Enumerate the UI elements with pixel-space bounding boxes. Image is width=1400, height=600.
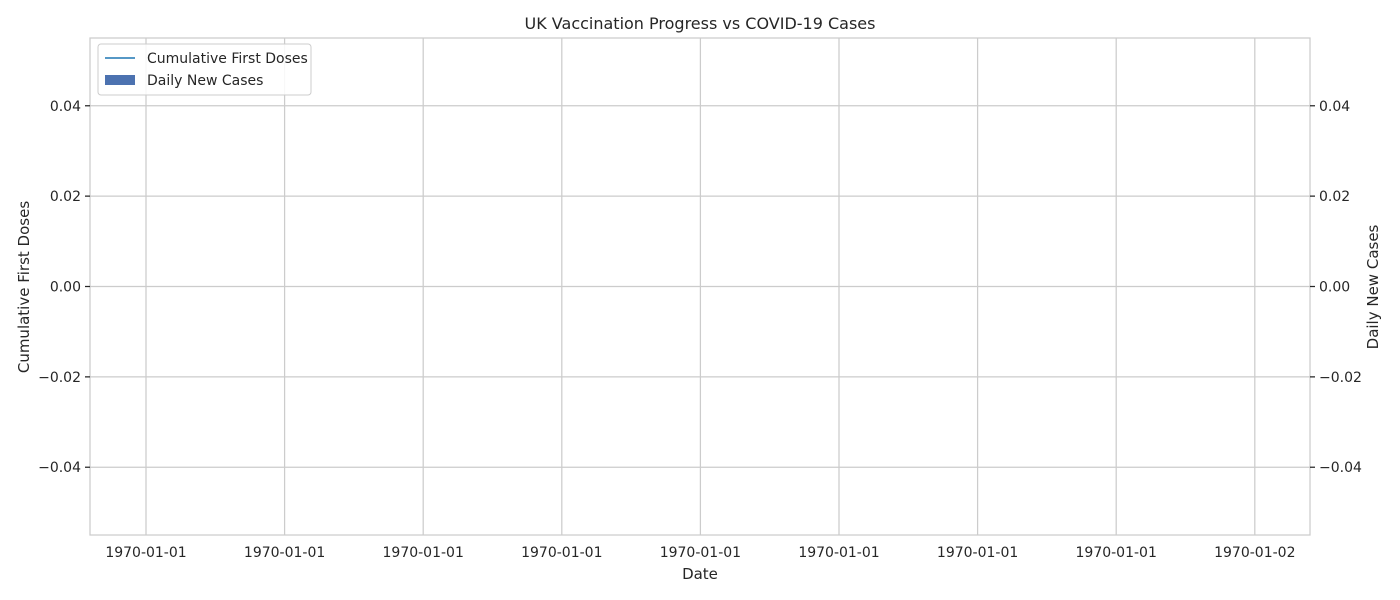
x-axis-label: Date xyxy=(682,565,718,583)
legend-label-cumulative-first-doses: Cumulative First Doses xyxy=(147,51,308,67)
x-tick-label: 1970-01-01 xyxy=(798,545,879,561)
y-right-tick-label: 0.04 xyxy=(1319,99,1350,115)
legend-box xyxy=(97,43,312,96)
y-left-tick-label: −0.02 xyxy=(38,370,81,386)
x-tick-label: 1970-01-01 xyxy=(383,545,464,561)
right-axis: 0.04 0.02 0.00 −0.02 −0.04 xyxy=(1310,99,1362,476)
legend: Cumulative First Doses Daily New Cases xyxy=(97,43,312,96)
y-left-tick-label: 0.00 xyxy=(50,280,81,296)
legend-label-daily-new-cases: Daily New Cases xyxy=(147,73,263,89)
x-tick-label: 1970-01-02 xyxy=(1214,545,1295,561)
y-left-tick-label: 0.02 xyxy=(50,189,81,205)
x-tick-label: 1970-01-01 xyxy=(937,545,1018,561)
y-right-tick-label: −0.02 xyxy=(1319,370,1362,386)
chart-title: UK Vaccination Progress vs COVID-19 Case… xyxy=(525,14,876,33)
left-axis: 0.04 0.02 0.00 −0.02 −0.04 xyxy=(38,99,90,476)
x-tick-label: 1970-01-01 xyxy=(521,545,602,561)
grid xyxy=(90,38,1310,535)
x-tick-label: 1970-01-01 xyxy=(660,545,741,561)
y-axis-right-label: Daily New Cases xyxy=(1364,224,1382,349)
y-left-tick-label: −0.04 xyxy=(38,460,81,476)
y-right-tick-label: 0.02 xyxy=(1319,189,1350,205)
x-tick-label: 1970-01-01 xyxy=(1076,545,1157,561)
y-right-tick-label: 0.00 xyxy=(1319,280,1350,296)
x-axis: 1970-01-01 1970-01-01 1970-01-01 1970-01-01… xyxy=(105,545,1295,561)
y-left-tick-label: 0.04 xyxy=(50,99,81,115)
y-right-tick-label: −0.04 xyxy=(1319,460,1362,476)
x-tick-label: 1970-01-01 xyxy=(105,545,186,561)
y-axis-left-label: Cumulative First Doses xyxy=(15,201,33,373)
x-tick-label: 1970-01-01 xyxy=(244,545,325,561)
legend-bar-swatch xyxy=(105,75,135,85)
